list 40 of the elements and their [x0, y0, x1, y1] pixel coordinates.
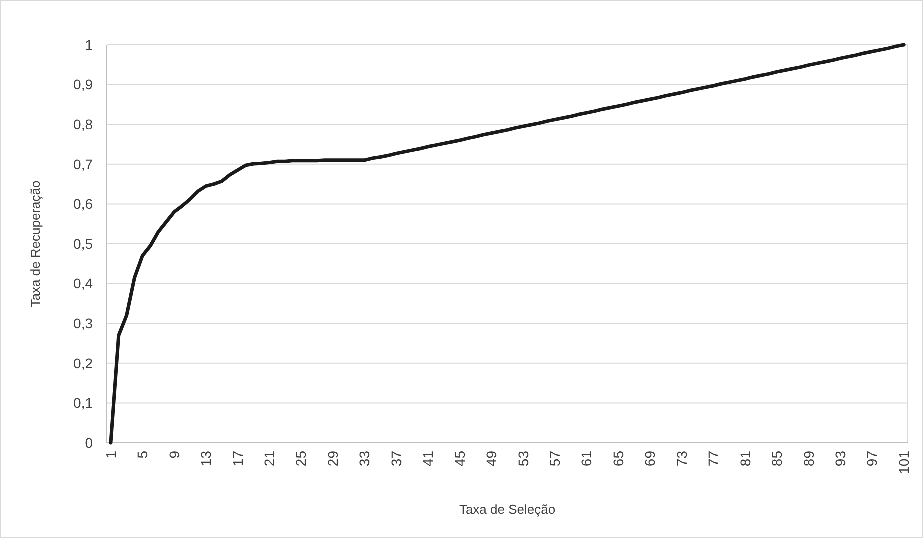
x-tick-label: 81 — [737, 450, 754, 467]
x-tick-label: 13 — [198, 450, 214, 467]
x-tick-label: 17 — [230, 450, 246, 467]
x-tick-label: 5 — [134, 450, 151, 459]
y-tick-label: 0 — [85, 434, 94, 451]
y-tick-label: 0,9 — [74, 76, 94, 93]
x-tick-label: 69 — [642, 450, 658, 467]
y-tick-label: 0,5 — [74, 236, 94, 252]
x-tick-label: 101 — [896, 450, 912, 474]
y-tick-label: 0,7 — [74, 156, 94, 172]
x-tick-label: 29 — [324, 450, 341, 467]
x-tick-label: 25 — [293, 450, 310, 467]
x-tick-label: 97 — [864, 450, 880, 467]
x-tick-label: 61 — [578, 450, 595, 467]
x-tick-label: 53 — [515, 450, 532, 467]
x-tick-label: 37 — [388, 450, 404, 467]
y-tick-label: 0,6 — [74, 196, 94, 212]
y-axis-title: Taxa de Recuperação — [28, 180, 43, 308]
x-tick-label: 1 — [102, 450, 119, 459]
y-tick-label: 0,8 — [74, 116, 94, 132]
x-tick-label: 57 — [546, 450, 563, 467]
x-tick-label: 49 — [484, 450, 500, 467]
x-tick-label: 65 — [610, 450, 626, 467]
x-tick-label: 77 — [706, 450, 722, 467]
y-tick-label: 1 — [85, 36, 94, 53]
x-tick-label: 73 — [674, 450, 690, 467]
y-tick-label: 0,4 — [74, 276, 94, 292]
x-tick-label: 45 — [452, 450, 468, 467]
y-tick-label: 0,3 — [74, 316, 94, 332]
y-tick-label: 0,2 — [74, 355, 94, 372]
x-tick-label: 85 — [769, 450, 786, 467]
x-tick-label: 89 — [800, 450, 817, 467]
x-tick-label: 33 — [356, 450, 373, 467]
x-tick-label: 93 — [832, 450, 848, 467]
x-tick-label: 21 — [261, 450, 278, 467]
x-tick-label: 41 — [420, 450, 436, 467]
x-axis-title: Taxa de Seleção — [459, 502, 556, 517]
x-tick-label: 9 — [166, 450, 182, 459]
line-series — [109, 43, 906, 445]
y-tick-label: 0,1 — [74, 395, 94, 412]
